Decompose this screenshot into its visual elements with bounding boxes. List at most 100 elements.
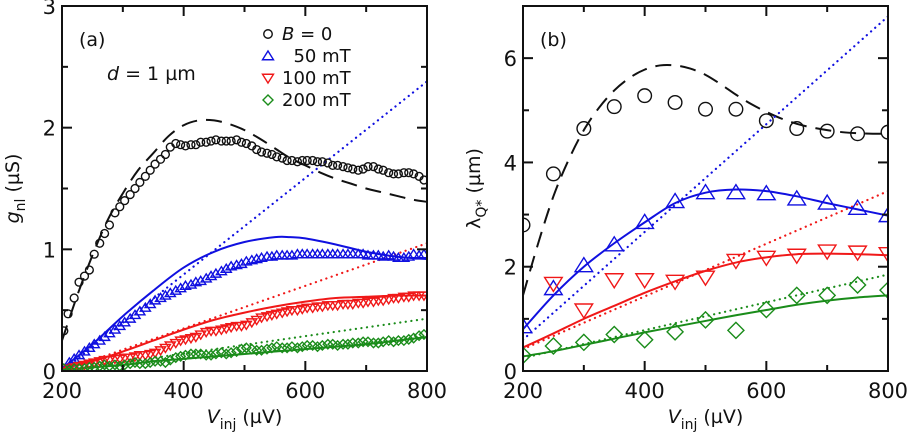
data-point — [635, 330, 654, 349]
data-point — [665, 274, 686, 291]
y-label-main: λ — [463, 218, 485, 229]
data-point — [358, 164, 368, 174]
legend-label-var: B — [282, 24, 294, 45]
data-point — [757, 300, 776, 319]
y-label-sub: nl — [13, 199, 29, 212]
data-point — [163, 287, 177, 298]
data-point — [323, 158, 333, 168]
data-point — [282, 155, 292, 166]
data-point — [159, 289, 172, 300]
data-point — [634, 273, 655, 290]
data-point — [728, 101, 744, 117]
data-point — [787, 286, 806, 305]
data-point — [725, 253, 746, 270]
data-point — [399, 168, 409, 178]
data-point — [695, 183, 716, 200]
data-point — [154, 346, 167, 357]
data-point — [252, 144, 262, 155]
series-B100-points — [62, 291, 427, 371]
x-label-unit: (µV) — [697, 406, 743, 428]
legend-item-B200: 200 mT — [262, 90, 352, 111]
data-point — [186, 140, 196, 150]
data-point — [99, 228, 110, 239]
data-point — [372, 337, 384, 349]
series-B0-dashed — [523, 63, 888, 296]
legend-label: 50 mT — [282, 46, 352, 67]
data-point — [789, 121, 805, 137]
data-point — [346, 299, 360, 310]
x-tick-label: 800 — [868, 379, 908, 403]
x-tick-label: 400 — [164, 379, 204, 403]
legend-label-text: 200 mT — [282, 90, 352, 111]
x-label-sub: inj — [681, 417, 698, 432]
data-point — [848, 275, 867, 294]
data-point — [103, 355, 116, 366]
data-point — [104, 220, 115, 230]
series-line-solid — [523, 294, 888, 358]
x-label-sub: inj — [220, 417, 237, 432]
data-point — [221, 136, 231, 146]
data-point — [110, 208, 120, 218]
data-point — [604, 273, 625, 290]
data-point — [398, 334, 410, 347]
data-point — [698, 101, 714, 117]
data-point — [230, 259, 243, 270]
data-point — [292, 157, 303, 167]
legend-label-text: = 0 — [294, 24, 332, 45]
data-point — [726, 321, 745, 340]
data-point — [373, 164, 383, 174]
data-point — [251, 344, 263, 356]
data-point — [384, 168, 394, 178]
x-label-main: V — [668, 406, 683, 428]
data-point — [185, 348, 197, 360]
data-point — [209, 326, 223, 337]
y-tick-label: 0 — [504, 360, 517, 384]
x-tick-label: 800 — [407, 379, 447, 403]
data-point — [756, 184, 777, 201]
data-point — [169, 284, 183, 295]
data-point — [847, 245, 868, 262]
series-B200-points — [523, 275, 888, 365]
data-point — [255, 344, 268, 356]
data-point — [245, 254, 259, 265]
data-point — [758, 113, 774, 129]
data-point — [419, 175, 427, 185]
legend-item-B50: 50 mT — [261, 46, 352, 67]
panel-b: 200 400 600 800 0 2 4 6 (b) Vinj (µV) λQ* (µm) — [463, 5, 908, 433]
data-point — [205, 349, 217, 361]
data-point — [523, 346, 532, 365]
data-point — [817, 193, 838, 210]
data-point — [287, 155, 297, 166]
data-point — [850, 126, 866, 142]
data-point — [272, 152, 282, 162]
series-line-solid — [523, 188, 888, 330]
data-point — [69, 293, 79, 303]
data-point — [235, 258, 248, 269]
panel-b-label: (b) — [540, 29, 567, 51]
data-point — [418, 328, 427, 341]
data-point — [245, 318, 259, 329]
data-point — [170, 352, 182, 364]
data-point — [209, 267, 223, 278]
data-point — [189, 332, 203, 343]
data-point — [376, 296, 390, 307]
y-tick-label: 1 — [43, 238, 56, 262]
x-tick-label: 200 — [42, 379, 82, 403]
series-B50-points — [523, 183, 888, 334]
data-point — [337, 338, 349, 350]
data-point — [201, 137, 211, 147]
data-point — [387, 336, 400, 348]
data-point — [818, 286, 837, 305]
y-label-sub: Q* — [474, 200, 490, 218]
data-point — [523, 317, 534, 334]
data-point — [407, 248, 420, 259]
panel-b-y-axis-label: λQ* (µm) — [463, 148, 490, 229]
x-tick-label: 200 — [503, 379, 543, 403]
x-tick-label: 400 — [625, 379, 665, 403]
data-point — [368, 161, 379, 172]
data-point — [367, 337, 380, 349]
data-point — [189, 276, 203, 287]
series-B200-points — [62, 328, 427, 371]
data-point — [574, 333, 593, 352]
